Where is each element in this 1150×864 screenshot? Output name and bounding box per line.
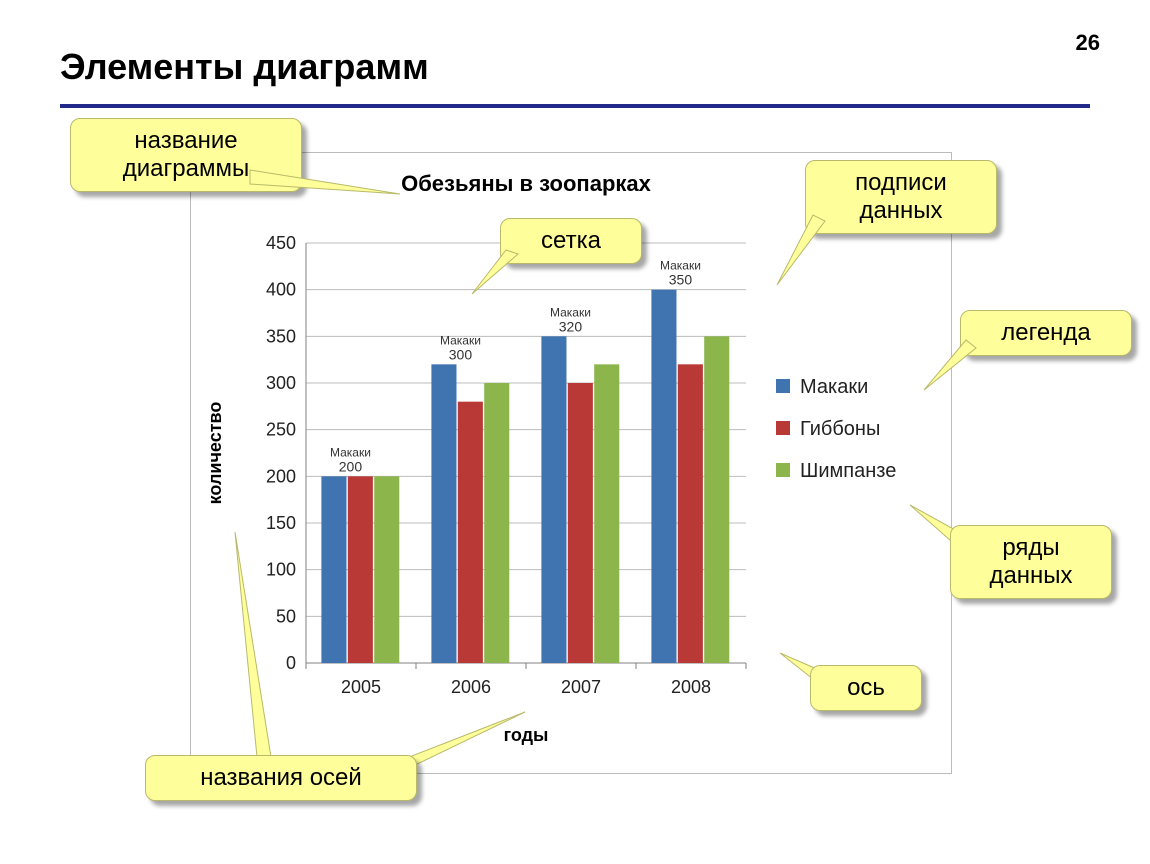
bar <box>374 476 399 663</box>
callout-series-label: рядыданных <box>950 525 1112 599</box>
bar <box>651 290 676 663</box>
x-tick-label: 2006 <box>451 677 491 697</box>
bar <box>458 402 483 663</box>
y-tick-label: 300 <box>266 373 296 393</box>
bar <box>704 336 729 663</box>
y-tick-label: 50 <box>276 606 296 626</box>
x-tick-label: 2005 <box>341 677 381 697</box>
legend-label: Гиббоны <box>800 418 880 440</box>
legend-swatch <box>776 379 790 393</box>
data-label-value: 350 <box>669 272 693 288</box>
slide-title: Элементы диаграмм <box>60 46 429 88</box>
y-tick-label: 250 <box>266 420 296 440</box>
y-tick-label: 150 <box>266 513 296 533</box>
callout-legend: легенда <box>960 310 1140 420</box>
bar <box>348 476 373 663</box>
slide: 26 Элементы диаграмм Обезьяны в зоопарка… <box>0 0 1150 864</box>
data-label-value: 320 <box>559 318 583 334</box>
data-label-value: 200 <box>339 458 363 474</box>
y-tick-label: 100 <box>266 560 296 580</box>
y-tick-label: 400 <box>266 280 296 300</box>
page-number: 26 <box>1076 30 1100 56</box>
x-tick-label: 2007 <box>561 677 601 697</box>
y-tick-label: 200 <box>266 466 296 486</box>
data-label-caption: Макаки <box>440 333 481 347</box>
bar <box>594 364 619 663</box>
legend-label: Шимпанзе <box>800 460 896 482</box>
data-label-caption: Макаки <box>330 445 371 459</box>
callout-legend-label: легенда <box>960 310 1132 356</box>
data-label-caption: Макаки <box>660 259 701 273</box>
legend-swatch <box>776 421 790 435</box>
chart-title: Обезьяны в зоопарках <box>401 171 652 196</box>
callout-series: рядыданных <box>950 525 1130 645</box>
bar-chart: Обезьяны в зоопарках количество годы 0 50 100… <box>191 153 951 773</box>
legend-label: Макаки <box>800 376 868 398</box>
y-tick-label: 350 <box>266 326 296 346</box>
bar <box>541 336 566 663</box>
y-tick-label: 0 <box>286 653 296 673</box>
data-label-caption: Макаки <box>550 305 591 319</box>
bar <box>321 476 346 663</box>
legend-swatch <box>776 463 790 477</box>
x-axis-title: годы <box>504 725 549 745</box>
bar <box>678 364 703 663</box>
title-rule <box>60 104 1090 108</box>
data-label-value: 300 <box>449 346 473 362</box>
x-tick-label: 2008 <box>671 677 711 697</box>
bar <box>431 364 456 663</box>
chart-frame: Обезьяны в зоопарках количество годы 0 50 100… <box>190 152 952 774</box>
y-axis-title: количество <box>205 402 225 505</box>
bar <box>484 383 509 663</box>
bar <box>568 383 593 663</box>
y-tick-label: 450 <box>266 233 296 253</box>
